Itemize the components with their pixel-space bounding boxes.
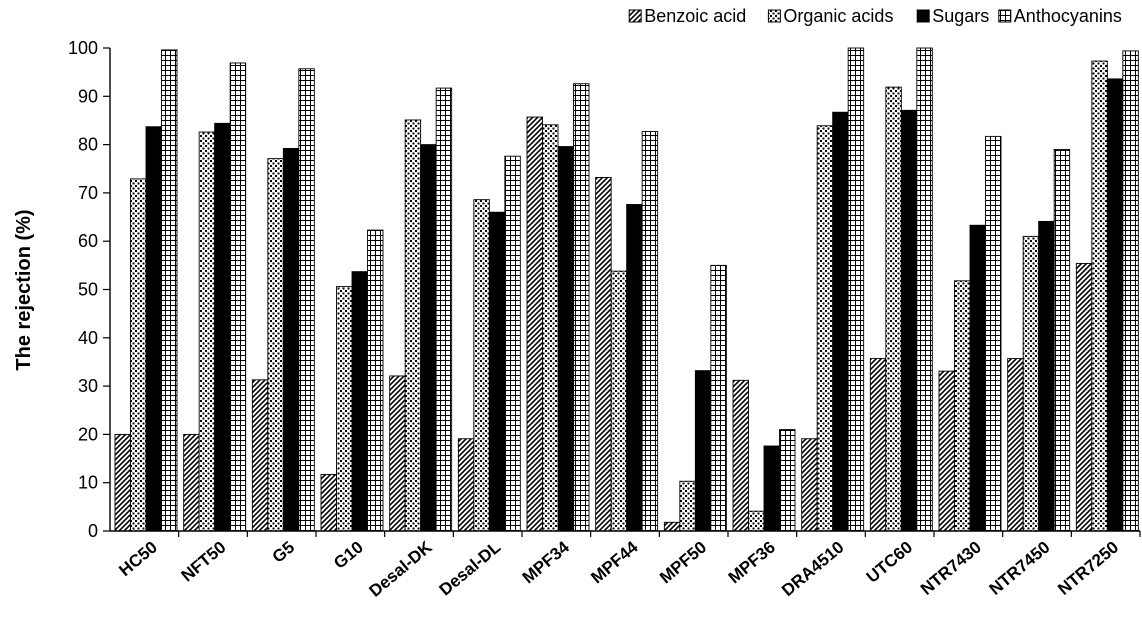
bar bbox=[1106, 78, 1124, 532]
x-category-label: G5 bbox=[269, 538, 299, 567]
bar bbox=[351, 271, 368, 532]
x-category-label: MPF36 bbox=[725, 538, 779, 588]
bar bbox=[557, 146, 574, 532]
bar bbox=[1007, 358, 1024, 532]
bar bbox=[526, 116, 543, 532]
y-tick-label: 40 bbox=[78, 328, 98, 348]
legend-swatch bbox=[628, 9, 642, 23]
legend: Benzoic acid Organic acids Sugars Anthocyan… bbox=[628, 6, 1122, 26]
bar bbox=[183, 433, 200, 532]
x-category-label: NTR7430 bbox=[917, 538, 985, 599]
bar bbox=[473, 199, 490, 532]
bar bbox=[457, 438, 475, 532]
bar bbox=[1038, 220, 1055, 532]
bar bbox=[573, 83, 590, 532]
bar bbox=[435, 87, 453, 532]
bar bbox=[1053, 148, 1071, 532]
bar bbox=[1122, 50, 1139, 532]
bar bbox=[542, 124, 559, 532]
y-tick-label: 60 bbox=[78, 231, 98, 251]
bar bbox=[763, 445, 780, 532]
bar bbox=[816, 125, 834, 532]
y-tick-label: 50 bbox=[78, 280, 98, 300]
bar bbox=[504, 155, 521, 532]
bar bbox=[298, 68, 315, 532]
bar bbox=[732, 379, 749, 532]
bar bbox=[832, 111, 849, 532]
bar bbox=[389, 375, 406, 532]
bar bbox=[885, 86, 902, 532]
bar bbox=[954, 280, 971, 532]
x-category-label: NFT50 bbox=[178, 538, 230, 586]
bar bbox=[1091, 60, 1108, 532]
bar bbox=[420, 144, 437, 532]
bar bbox=[610, 270, 628, 532]
bar bbox=[214, 122, 231, 532]
bars-group bbox=[114, 47, 1139, 532]
bar bbox=[488, 211, 506, 532]
x-category-label: Desal-DK bbox=[365, 537, 436, 601]
x-category-label: DRA4510 bbox=[778, 538, 847, 601]
x-category-label: MPF34 bbox=[519, 537, 574, 587]
bar bbox=[114, 433, 131, 532]
bar bbox=[694, 370, 712, 532]
y-tick-label: 90 bbox=[78, 86, 98, 106]
bar bbox=[198, 131, 216, 532]
legend-swatch bbox=[998, 9, 1012, 23]
bar bbox=[847, 47, 865, 532]
y-tick-label: 0 bbox=[88, 521, 98, 541]
bar bbox=[229, 62, 247, 532]
y-axis-title: The rejection (%) bbox=[13, 209, 35, 370]
bar bbox=[130, 178, 147, 532]
x-category-label: NTR7250 bbox=[1054, 538, 1122, 599]
bar bbox=[916, 47, 933, 532]
bar bbox=[404, 119, 422, 532]
bar bbox=[251, 379, 269, 532]
legend-label: Benzoic acid bbox=[644, 6, 746, 26]
bar bbox=[267, 158, 284, 532]
legend-label: Organic acids bbox=[783, 6, 893, 26]
y-tick-label: 30 bbox=[78, 376, 98, 396]
bar bbox=[1075, 262, 1093, 532]
bar bbox=[145, 126, 162, 532]
bar bbox=[748, 510, 765, 532]
bar bbox=[969, 224, 986, 532]
bar bbox=[641, 131, 659, 532]
y-tick-label: 70 bbox=[78, 183, 98, 203]
bar bbox=[336, 286, 353, 532]
y-tick-label: 10 bbox=[78, 473, 98, 493]
bar bbox=[595, 176, 612, 532]
x-category-label: MPF50 bbox=[656, 538, 710, 588]
bar bbox=[801, 438, 818, 532]
y-tick-label: 20 bbox=[78, 424, 98, 444]
bar bbox=[779, 429, 796, 532]
bar bbox=[679, 480, 696, 532]
bar bbox=[1022, 235, 1040, 532]
bar bbox=[626, 204, 643, 532]
bar bbox=[710, 264, 727, 532]
x-category-label: UTC60 bbox=[863, 538, 916, 587]
legend-label: Sugars bbox=[932, 6, 989, 26]
bar bbox=[900, 109, 918, 532]
bar bbox=[320, 474, 337, 532]
x-category-label: HC50 bbox=[115, 538, 161, 580]
legend-label: Anthocyanins bbox=[1014, 6, 1122, 26]
bar bbox=[282, 148, 300, 532]
x-category-label: Desal-DL bbox=[436, 538, 505, 600]
legend-swatch bbox=[767, 9, 781, 23]
x-category-label: MPF44 bbox=[587, 537, 642, 587]
bar bbox=[985, 135, 1002, 532]
bar bbox=[869, 358, 887, 532]
bar bbox=[161, 49, 178, 532]
bar bbox=[663, 521, 681, 532]
y-tick-label: 80 bbox=[78, 135, 98, 155]
y-tick-label: 100 bbox=[68, 38, 98, 58]
legend-swatch bbox=[916, 9, 930, 23]
x-category-label: NTR7450 bbox=[986, 538, 1054, 599]
bar bbox=[938, 370, 955, 532]
x-category-label: G10 bbox=[330, 538, 367, 573]
bar bbox=[367, 229, 384, 532]
